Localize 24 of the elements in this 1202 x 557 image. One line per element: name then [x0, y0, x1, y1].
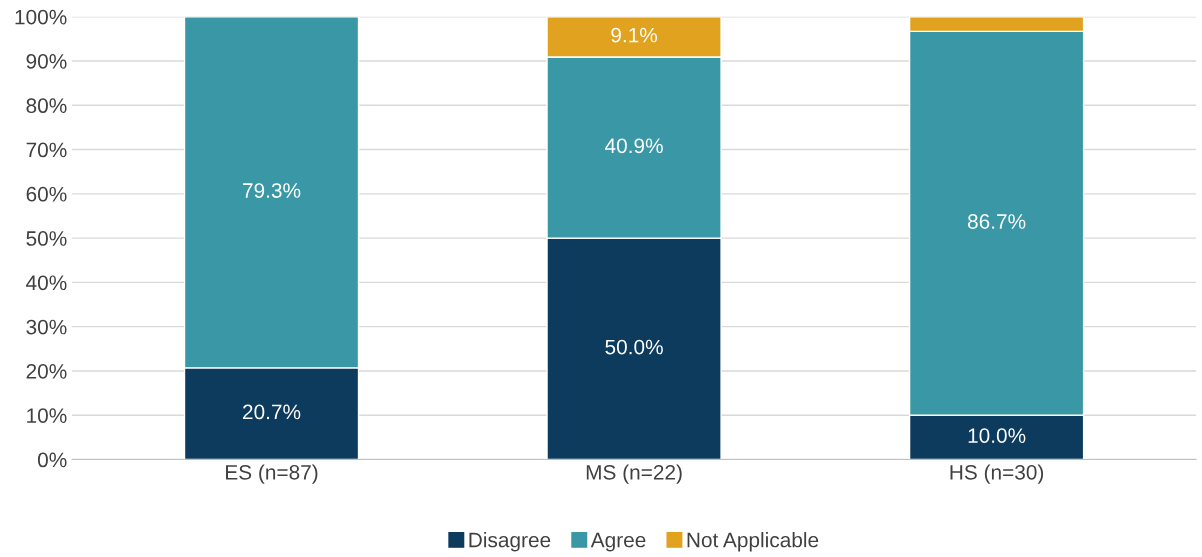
data-label: 79.3%	[243, 183, 301, 198]
legend-label: Disagree	[469, 532, 551, 552]
data-label: 40.9%	[605, 138, 663, 154]
data-label: 20.7%	[243, 404, 301, 420]
x-tick-label: HS (n=30)	[950, 464, 1044, 484]
y-tick-label: 30%	[26, 319, 67, 335]
y-tick-label: 50%	[26, 231, 67, 246]
y-tick-label: 90%	[26, 53, 67, 69]
y-tick-label: 80%	[26, 98, 67, 114]
legend-label: Agree	[590, 532, 646, 552]
y-tick-label: 0%	[37, 452, 67, 468]
y-tick-label: 100%	[15, 9, 67, 25]
y-tick-label: 20%	[26, 363, 67, 379]
data-label: 50.0%	[605, 339, 663, 355]
x-tick-label: ES (n=87)	[226, 464, 318, 484]
x-tick-label: MS (n=22)	[586, 464, 682, 484]
y-tick-label: 10%	[27, 408, 67, 423]
y-tick-label: 60%	[26, 186, 67, 202]
y-tick-label: 40%	[26, 275, 67, 291]
data-label: 86.7%	[967, 214, 1026, 229]
data-label: 10.0%	[968, 428, 1026, 443]
y-tick-label: 70%	[26, 142, 67, 158]
data-label: 9.1%	[611, 27, 658, 43]
legend-label: Not Applicable	[687, 532, 819, 552]
